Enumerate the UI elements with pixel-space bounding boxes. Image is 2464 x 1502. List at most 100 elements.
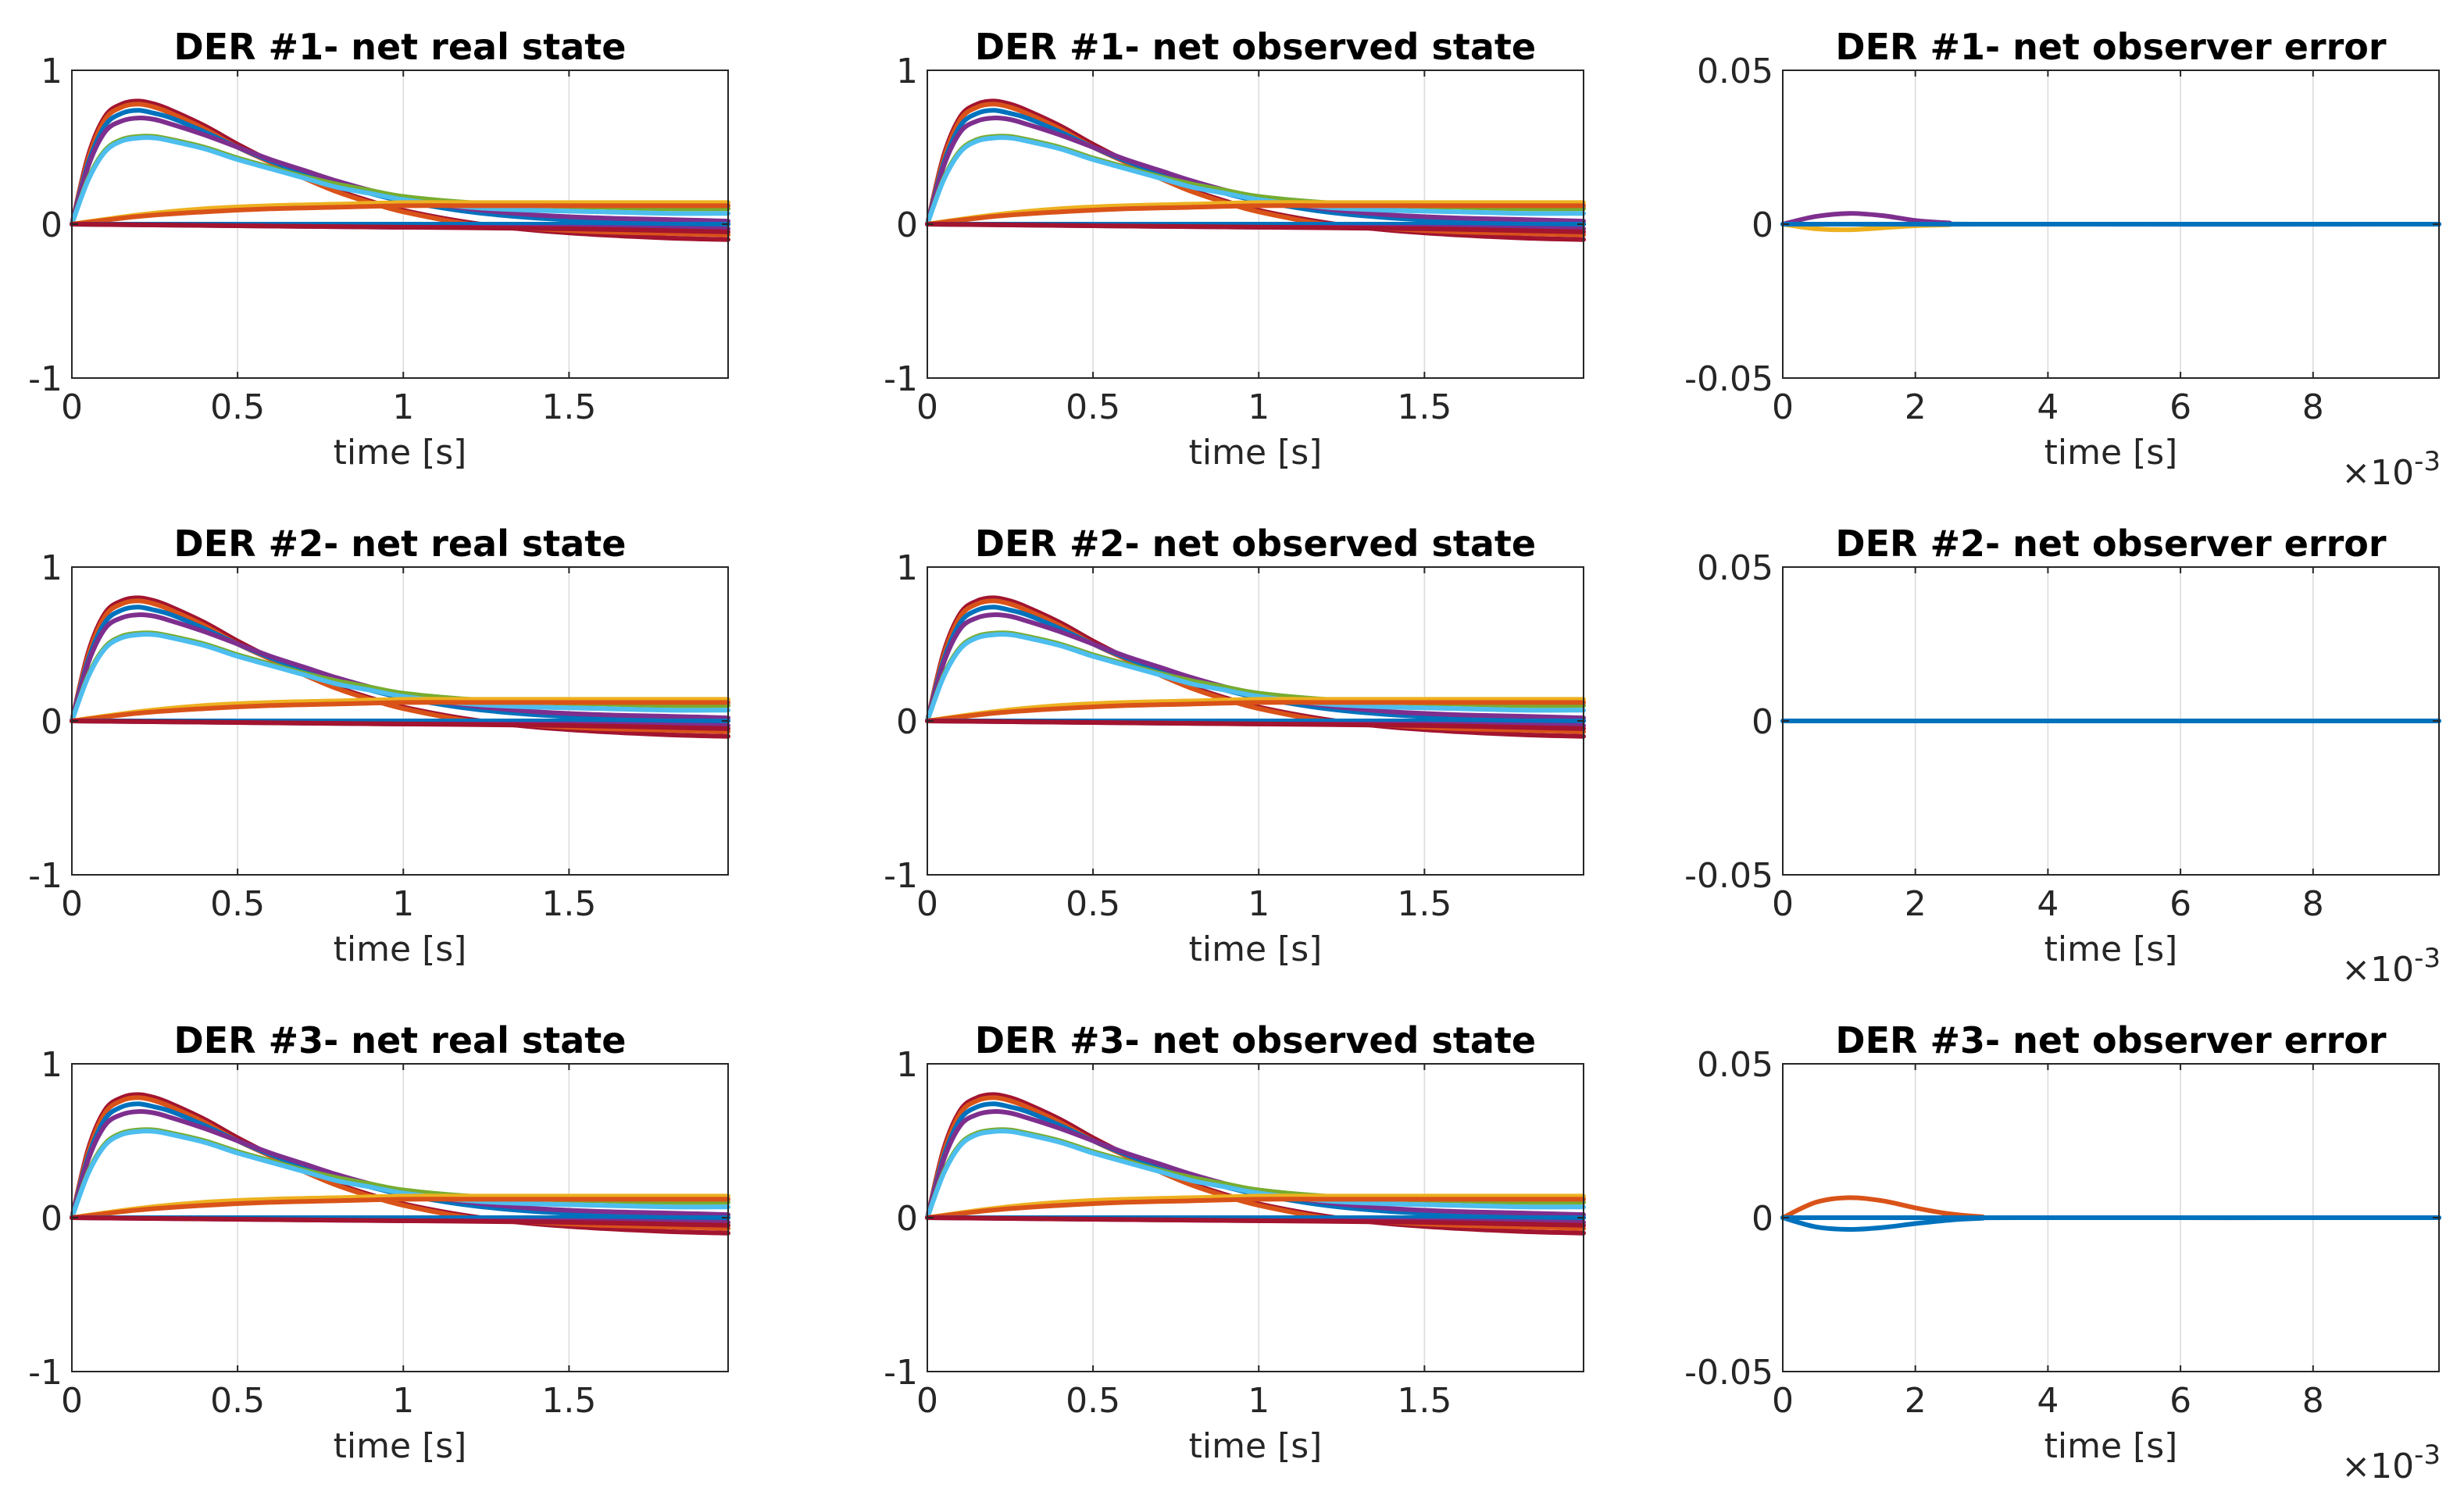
x-tick-label: 0.5	[1066, 884, 1120, 924]
x-tick-label: 0	[916, 884, 938, 924]
x-tick-label: 2	[1905, 387, 1927, 427]
y-tick-label: 0	[896, 205, 918, 245]
chart-title: DER #1- net observer error	[1835, 26, 2386, 68]
series-line-state-6	[925, 1129, 1586, 1220]
chart-title: DER #1- net real state	[174, 26, 627, 68]
series-line-state-7	[70, 1193, 730, 1220]
y-tick-label: -0.05	[1684, 856, 1773, 896]
series-line-state-6	[70, 632, 730, 723]
y-tick-label: -1	[884, 1353, 918, 1393]
y-tick-label: 0	[1752, 1199, 1773, 1239]
x-tick-label: 0	[916, 387, 938, 427]
x-tick-label: 6	[2169, 884, 2191, 924]
x-axis-label: time [s]	[1189, 433, 1323, 473]
chart-title: DER #1- net observed state	[975, 26, 1536, 68]
x-tick-label: 1	[1248, 884, 1269, 924]
series-line-state-7	[925, 697, 1586, 723]
series-line-state-7	[70, 697, 730, 723]
x-tick-label: 0	[61, 1381, 83, 1421]
series-line-state-6	[70, 1129, 730, 1220]
series-line-state-4	[70, 612, 730, 723]
x-tick-label: 0.5	[210, 1381, 265, 1421]
x-tick-label: 1.5	[1397, 1381, 1452, 1421]
series-line-state-8	[70, 203, 730, 227]
series-line-state-11	[925, 222, 1586, 234]
series-line-state-8	[70, 1197, 730, 1220]
chart-title: DER #2- net observed state	[975, 523, 1536, 565]
y-tick-label: 1	[896, 548, 918, 588]
series-line-state-6	[70, 135, 730, 227]
chart-title: DER #3- net observed state	[975, 1019, 1536, 1061]
y-tick-label: -1	[28, 1353, 62, 1393]
series-line-state-4	[70, 1109, 730, 1220]
y-tick-label: 1	[41, 1045, 62, 1085]
x-axis-multiplier: ×10-3	[2341, 943, 2441, 990]
x-tick-label: 0	[1772, 884, 1794, 924]
y-tick-label: 0	[896, 702, 918, 742]
chart-title: DER #3- net real state	[174, 1019, 627, 1061]
series-line-state-6	[925, 632, 1586, 723]
y-tick-label: 1	[41, 52, 62, 91]
x-tick-label: 4	[2037, 1381, 2059, 1421]
x-axis-label: time [s]	[1189, 1426, 1323, 1466]
x-axis-label: time [s]	[1189, 929, 1323, 969]
x-tick-label: 1	[392, 1381, 414, 1421]
x-tick-label: 2	[1905, 1381, 1927, 1421]
y-tick-label: 0.05	[1697, 548, 1773, 588]
x-axis-label: time [s]	[334, 433, 467, 473]
y-tick-label: -1	[884, 359, 918, 399]
x-tick-label: 0	[1772, 1381, 1794, 1421]
y-tick-label: 0	[41, 1199, 62, 1239]
x-tick-label: 1	[1248, 1381, 1269, 1421]
x-axis-label: time [s]	[2044, 929, 2178, 969]
y-tick-label: -0.05	[1684, 1353, 1773, 1393]
y-tick-label: 0.05	[1697, 52, 1773, 91]
y-tick-label: 0	[1752, 702, 1773, 742]
series-line-state-11	[925, 719, 1586, 731]
x-axis-multiplier: ×10-3	[2341, 446, 2441, 493]
series-line-state-4	[70, 116, 730, 227]
y-tick-label: 0	[41, 205, 62, 245]
x-tick-label: 8	[2302, 884, 2324, 924]
x-tick-label: 0.5	[1066, 1381, 1120, 1421]
x-tick-label: 1.5	[541, 1381, 596, 1421]
x-tick-label: 4	[2037, 884, 2059, 924]
x-tick-label: 1.5	[1397, 387, 1452, 427]
x-tick-label: 0	[1772, 387, 1794, 427]
y-tick-label: 0	[41, 702, 62, 742]
x-tick-label: 6	[2169, 1381, 2191, 1421]
series-line-state-4	[925, 116, 1586, 227]
series-line-state-11	[70, 1215, 730, 1228]
y-tick-label: -1	[28, 359, 62, 399]
x-tick-label: 8	[2302, 387, 2324, 427]
x-tick-label: 1.5	[1397, 884, 1452, 924]
series-line-state-8	[925, 700, 1586, 723]
x-tick-label: 0.5	[1066, 387, 1120, 427]
x-tick-label: 1.5	[541, 387, 596, 427]
x-axis-label: time [s]	[2044, 1426, 2178, 1466]
chart-title: DER #3- net observer error	[1835, 1019, 2386, 1061]
x-tick-label: 8	[2302, 1381, 2324, 1421]
x-tick-label: 1	[392, 884, 414, 924]
series-line-state-7	[925, 1193, 1586, 1220]
y-tick-label: 0.05	[1697, 1045, 1773, 1085]
x-tick-label: 6	[2169, 387, 2191, 427]
x-tick-label: 2	[1905, 884, 1927, 924]
y-tick-label: 0	[1752, 205, 1773, 245]
x-tick-label: 1	[1248, 387, 1269, 427]
x-tick-label: 0	[916, 1381, 938, 1421]
y-tick-label: 0	[896, 1199, 918, 1239]
series-line-state-7	[925, 200, 1586, 227]
series-line-state-4	[925, 1109, 1586, 1220]
x-tick-label: 0.5	[210, 884, 265, 924]
y-tick-label: 1	[896, 1045, 918, 1085]
series-line-state-8	[925, 203, 1586, 227]
